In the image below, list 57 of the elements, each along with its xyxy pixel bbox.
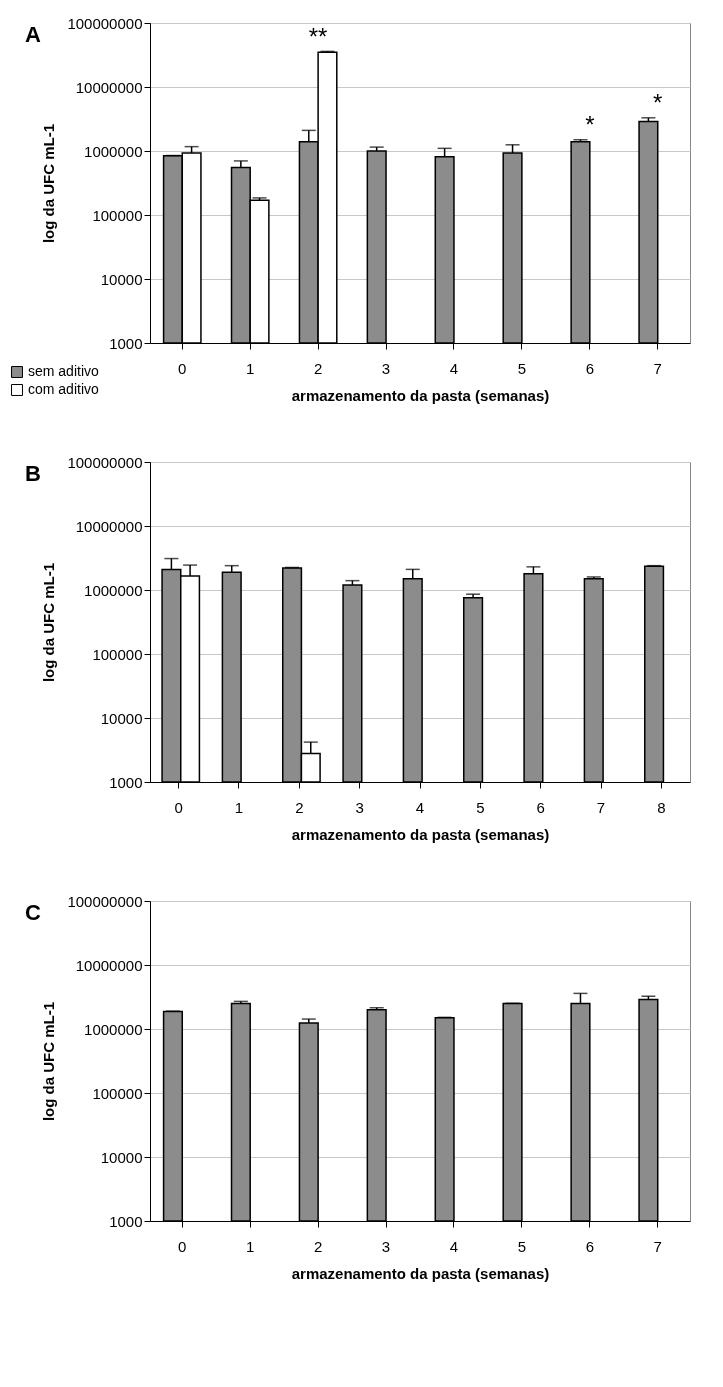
x-tick-label: 5 — [476, 798, 485, 816]
legend-label: com aditivo — [28, 381, 100, 397]
x-tick-label: 6 — [585, 1237, 594, 1255]
chart-title: C — [25, 900, 41, 925]
x-tick-label: 0 — [178, 359, 187, 377]
y-tick-label: 1000 — [109, 1212, 143, 1230]
x-tick-label: 3 — [355, 798, 364, 816]
y-tick-label: 1000000 — [84, 581, 143, 599]
y-tick-label: 10000 — [100, 709, 143, 727]
annotation: * — [653, 88, 663, 116]
x-axis-title: armazenamento da pasta (semanas) — [291, 825, 550, 843]
y-tick-label: 10000 — [100, 270, 143, 288]
x-tick-label: 8 — [657, 798, 666, 816]
y-tick-label: 100000000 — [67, 14, 143, 32]
x-tick-label: 4 — [449, 1237, 459, 1255]
annotation: * — [585, 110, 595, 138]
x-tick-label: 7 — [653, 1237, 662, 1255]
y-tick-label: 100000 — [92, 1084, 143, 1102]
x-axis-title: armazenamento da pasta (semanas) — [291, 1264, 550, 1282]
y-tick-label: 100000000 — [67, 453, 143, 471]
x-tick-label: 0 — [174, 798, 183, 816]
x-tick-label: 6 — [585, 359, 594, 377]
x-tick-label: 4 — [415, 798, 425, 816]
y-tick-label: 100000 — [92, 206, 143, 224]
annotation: ** — [308, 23, 328, 51]
y-tick-label: 10000 — [100, 1148, 143, 1166]
x-tick-label: 7 — [596, 798, 606, 816]
y-tick-label: 10000000 — [75, 78, 143, 96]
y-tick-label: 10000000 — [75, 517, 143, 535]
x-tick-label: 2 — [313, 1237, 323, 1255]
y-axis-title: log da UFC mL-1 — [40, 562, 58, 683]
chart-title: B — [25, 461, 41, 486]
y-tick-label: 1000000 — [84, 142, 143, 160]
x-tick-label: 1 — [246, 1237, 255, 1255]
x-tick-label: 3 — [381, 1237, 391, 1255]
legend-label: sem aditivo — [28, 363, 100, 379]
y-tick-label: 1000 — [109, 334, 143, 352]
y-tick-label: 100000000 — [67, 892, 143, 910]
x-tick-label: 5 — [517, 359, 527, 377]
y-tick-label: 10000000 — [75, 956, 143, 974]
x-tick-label: 2 — [295, 798, 304, 816]
y-tick-label: 100000 — [92, 645, 143, 663]
x-tick-label: 7 — [653, 359, 662, 377]
y-tick-label: 1000000 — [84, 1020, 143, 1038]
x-axis-title: armazenamento da pasta (semanas) — [291, 386, 550, 404]
x-tick-label: 1 — [246, 359, 255, 377]
chart-title: A — [25, 22, 41, 47]
x-tick-label: 5 — [517, 1237, 527, 1255]
x-tick-label: 4 — [449, 359, 459, 377]
x-tick-label: 0 — [178, 1237, 187, 1255]
y-axis-title: log da UFC mL-1 — [40, 1001, 58, 1122]
x-tick-label: 6 — [536, 798, 545, 816]
x-tick-label: 2 — [313, 359, 323, 377]
y-axis-title: log da UFC mL-1 — [40, 123, 58, 244]
y-tick-label: 1000 — [109, 773, 143, 791]
x-tick-label: 3 — [381, 359, 391, 377]
x-tick-label: 1 — [234, 798, 244, 816]
